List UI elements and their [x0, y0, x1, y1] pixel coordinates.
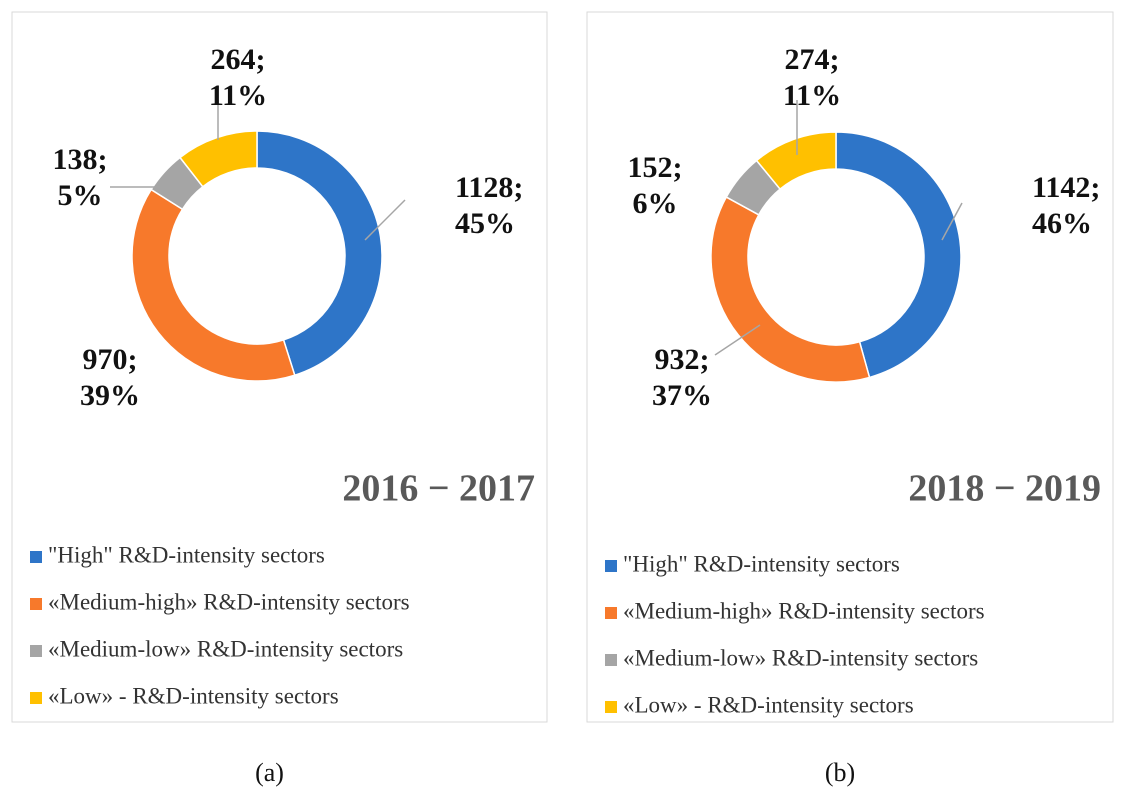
data-label: 264; 11%: [209, 43, 267, 112]
leader-line: [714, 324, 761, 356]
donut-slice: [835, 131, 962, 379]
legend-swatch: [30, 551, 42, 563]
caption: (a): [255, 758, 284, 787]
data-label: 274; 11%: [783, 43, 841, 112]
data-label: 152; 6%: [628, 151, 683, 220]
chart-title: 2018 − 2019: [908, 468, 1101, 510]
legend-swatch: [30, 692, 42, 704]
data-label: 932; 37%: [652, 343, 712, 412]
data-label: 1128; 45%: [455, 171, 523, 240]
data-label: 1142; 46%: [1032, 171, 1100, 240]
legend-swatch: [605, 654, 617, 666]
legend-label: "High" R&D-intensity sectors: [48, 542, 325, 567]
legend-label: «Medium-low» R&D-intensity sectors: [48, 636, 403, 661]
legend-swatch: [605, 701, 617, 713]
donut-slice: [256, 130, 383, 377]
legend-label: «Medium-low» R&D-intensity sectors: [623, 645, 978, 670]
donut-slice: [755, 131, 837, 191]
data-label: 138; 5%: [53, 143, 108, 212]
chart-title: 2016 − 2017: [342, 468, 535, 510]
legend-swatch: [605, 560, 617, 572]
legend-swatch: [30, 598, 42, 610]
legend-swatch: [30, 645, 42, 657]
donut-slice: [131, 188, 296, 382]
legend-swatch: [605, 607, 617, 619]
legend-label: «Low» - R&D-intensity sectors: [623, 692, 914, 717]
legend-label: "High" R&D-intensity sectors: [623, 551, 900, 576]
caption: (b): [825, 758, 855, 787]
data-label: 970; 39%: [80, 343, 140, 412]
donut-slice: [710, 196, 871, 383]
legend-label: «Medium-high» R&D-intensity sectors: [48, 589, 410, 614]
leader-line: [364, 199, 406, 241]
donut-slice: [178, 130, 258, 188]
legend-label: «Low» - R&D-intensity sectors: [48, 683, 339, 708]
leader-line: [941, 202, 963, 241]
legend-label: «Medium-high» R&D-intensity sectors: [623, 598, 985, 623]
